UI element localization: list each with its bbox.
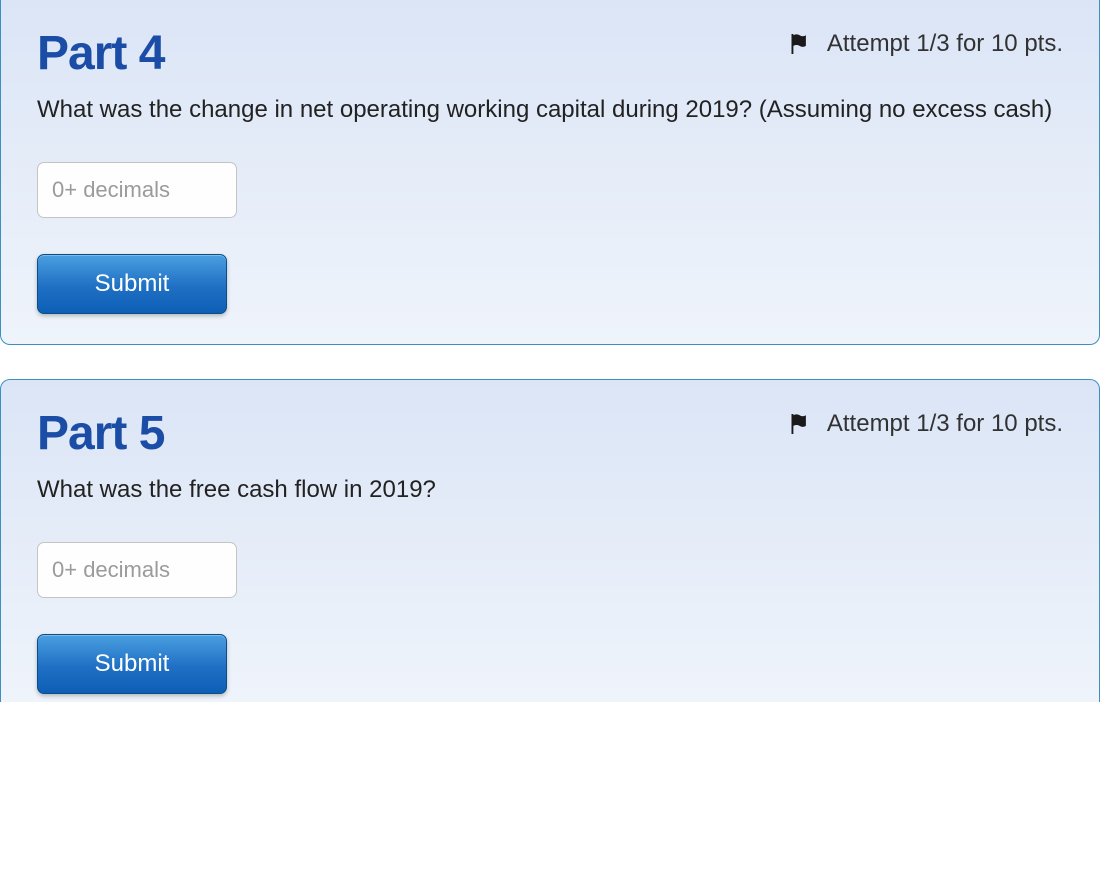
answer-input[interactable] [37,542,237,598]
card-header: Part 5 Attempt 1/3 for 10 pts. [37,402,1063,461]
question-card-part-5: Part 5 Attempt 1/3 for 10 pts. What was … [0,379,1100,702]
part-title: Part 4 [37,26,164,81]
question-text: What was the change in net operating wor… [37,91,1063,128]
attempt-info: Attempt 1/3 for 10 pts. [789,410,1063,438]
attempt-text: Attempt 1/3 for 10 pts. [827,30,1063,58]
question-text: What was the free cash flow in 2019? [37,471,1063,508]
answer-input[interactable] [37,162,237,218]
flag-icon[interactable] [789,34,809,54]
question-card-part-4: Part 4 Attempt 1/3 for 10 pts. What was … [0,0,1100,345]
attempt-info: Attempt 1/3 for 10 pts. [789,30,1063,58]
attempt-text: Attempt 1/3 for 10 pts. [827,410,1063,438]
card-gap [0,345,1100,379]
part-title: Part 5 [37,406,164,461]
submit-button[interactable]: Submit [37,254,227,314]
card-header: Part 4 Attempt 1/3 for 10 pts. [37,22,1063,81]
flag-icon[interactable] [789,414,809,434]
submit-button[interactable]: Submit [37,634,227,694]
